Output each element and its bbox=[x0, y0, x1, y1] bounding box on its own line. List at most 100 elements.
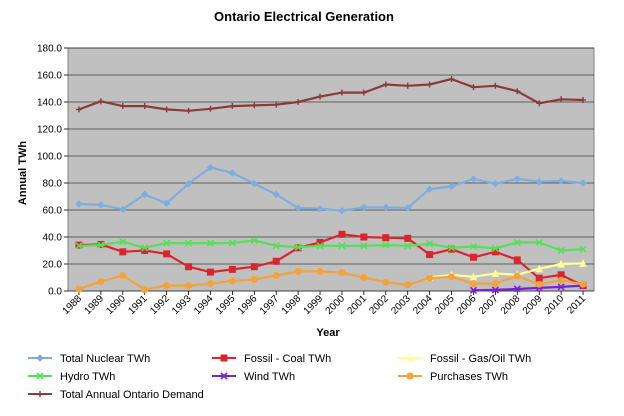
x-tick-label: 2011 bbox=[565, 293, 588, 316]
data-point-plus bbox=[536, 100, 543, 107]
data-point-plus bbox=[426, 81, 433, 88]
data-point-circle bbox=[272, 271, 280, 279]
data-point-x bbox=[272, 242, 280, 250]
data-point-square bbox=[220, 354, 228, 362]
series-line bbox=[78, 166, 584, 212]
data-point-plus bbox=[492, 82, 499, 89]
y-axis-label: Annual TWh bbox=[17, 141, 29, 205]
data-point-diamond bbox=[535, 177, 543, 186]
data-point-diamond bbox=[579, 179, 587, 187]
x-tick-label: 1989 bbox=[82, 293, 106, 317]
legend-item: Fossil - Gas/Oil TWh bbox=[398, 353, 531, 365]
data-point-square bbox=[119, 248, 127, 256]
data-point-square bbox=[185, 263, 193, 271]
legend-label: Total Annual Ontario Demand bbox=[60, 389, 204, 401]
x-tick-label: 2000 bbox=[324, 293, 348, 317]
x-tick-label: 1993 bbox=[170, 293, 194, 317]
legend-label: Hydro TWh bbox=[60, 371, 115, 383]
x-tick-label: 1997 bbox=[258, 293, 282, 317]
legend-label: Wind TWh bbox=[244, 371, 295, 383]
data-point-diamond bbox=[316, 204, 324, 213]
data-point-circle bbox=[185, 282, 193, 290]
series-line bbox=[429, 262, 584, 279]
x-tick-label: 2004 bbox=[411, 293, 435, 317]
x-tick-label: 1988 bbox=[61, 293, 85, 317]
data-point-circle bbox=[382, 278, 390, 286]
x-tick-label: 2008 bbox=[499, 293, 523, 317]
data-point-x bbox=[119, 238, 127, 246]
data-point-circle bbox=[316, 267, 324, 275]
data-point-plus bbox=[338, 89, 345, 96]
x-tick-label: 1995 bbox=[214, 293, 238, 317]
data-point-plus bbox=[163, 106, 170, 113]
x-axis-label: Year bbox=[316, 327, 340, 339]
data-point-x bbox=[513, 285, 521, 293]
data-point-circle bbox=[448, 273, 456, 281]
data-point-diamond bbox=[206, 163, 215, 172]
plot-area bbox=[67, 47, 595, 292]
x-tick-label: 2009 bbox=[521, 293, 545, 317]
series-line bbox=[78, 78, 584, 112]
data-point-circle bbox=[360, 274, 368, 281]
series-3 bbox=[75, 236, 587, 255]
data-point-x bbox=[141, 244, 149, 252]
x-tick-label: 1996 bbox=[236, 293, 260, 317]
chart-title: Ontario Electrical Generation bbox=[214, 9, 394, 24]
data-point-square bbox=[426, 251, 434, 259]
data-point-plus bbox=[448, 76, 455, 83]
data-point-plus bbox=[295, 99, 302, 105]
x-tick-label: 1990 bbox=[104, 293, 128, 317]
legend-label: Fossil - Coal TWh bbox=[244, 353, 331, 365]
legend-item: Hydro TWh bbox=[28, 371, 115, 383]
series-0 bbox=[75, 163, 587, 215]
data-point-x bbox=[491, 244, 499, 253]
data-point-plus bbox=[317, 93, 324, 100]
data-point-x bbox=[163, 239, 171, 247]
data-point-diamond bbox=[36, 354, 44, 362]
data-point-square bbox=[360, 233, 368, 241]
data-point-square bbox=[404, 234, 412, 242]
data-point-x bbox=[513, 238, 521, 246]
data-point-plus bbox=[382, 81, 389, 88]
data-point-plus bbox=[37, 391, 43, 397]
chart-legend: Total Nuclear TWh Fossil - Coal TWh Fossil… bbox=[28, 353, 531, 401]
y-tick-label: 60.0 bbox=[43, 206, 63, 217]
data-point-circle bbox=[75, 285, 83, 293]
data-point-diamond bbox=[228, 169, 237, 177]
data-point-plus bbox=[185, 107, 192, 114]
data-point-circle bbox=[535, 280, 543, 288]
data-point-diamond bbox=[75, 200, 83, 208]
data-point-plus bbox=[229, 103, 236, 110]
legend-label: Purchases TWh bbox=[430, 371, 508, 383]
data-point-diamond bbox=[272, 190, 280, 199]
data-point-circle bbox=[404, 281, 412, 289]
data-point-circle bbox=[97, 278, 105, 286]
data-point-square bbox=[272, 257, 280, 265]
series-5 bbox=[75, 267, 587, 294]
data-point-circle bbox=[250, 276, 258, 284]
data-point-circle bbox=[491, 280, 499, 288]
data-point-diamond bbox=[557, 177, 565, 185]
x-tick-label: 2002 bbox=[367, 293, 391, 317]
data-point-x bbox=[36, 372, 44, 380]
x-tick-label: 1998 bbox=[280, 293, 304, 317]
data-point-x bbox=[206, 239, 215, 247]
x-tick-label: 2010 bbox=[543, 293, 567, 317]
data-point-diamond bbox=[141, 190, 149, 199]
data-point-diamond bbox=[382, 203, 390, 212]
series-line bbox=[78, 233, 584, 287]
data-point-diamond bbox=[491, 179, 500, 188]
data-point-plus bbox=[75, 106, 82, 113]
data-point-circle bbox=[163, 282, 171, 290]
y-tick-label: 180.0 bbox=[37, 44, 62, 55]
data-point-plus bbox=[470, 84, 477, 91]
x-tick-label: 2007 bbox=[477, 293, 501, 317]
data-point-circle bbox=[141, 286, 149, 294]
legend-item: Fossil - Coal TWh bbox=[212, 353, 331, 365]
x-tick-label: 1991 bbox=[126, 293, 150, 317]
data-point-plus bbox=[251, 102, 258, 109]
data-point-diamond bbox=[97, 201, 105, 209]
data-point-circle bbox=[228, 277, 236, 285]
data-point-square bbox=[338, 230, 346, 238]
